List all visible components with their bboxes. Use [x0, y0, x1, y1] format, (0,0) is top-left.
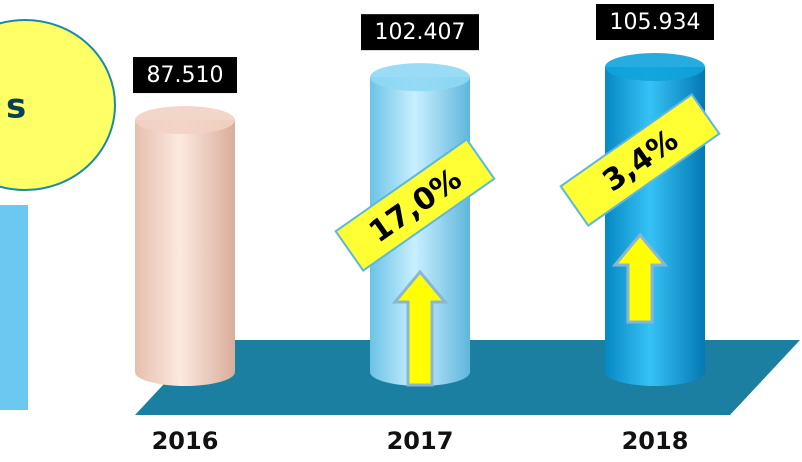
annotation-box [559, 93, 721, 227]
value-label-box [596, 4, 714, 40]
value-label: 105.934 [610, 10, 701, 35]
value-label: 87.510 [147, 63, 224, 88]
cylinder-body [135, 120, 235, 386]
arrow [391, 269, 449, 387]
cylinder-top [370, 63, 470, 92]
badge [0, 19, 116, 191]
arrow [611, 232, 669, 324]
x-tick-label: 2017 [387, 427, 454, 455]
value-label-box [133, 57, 237, 94]
annotation: 3,4% [559, 93, 721, 227]
x-tick-label: 2018 [622, 427, 689, 455]
value-label-box [361, 14, 479, 51]
badge-text: s [6, 87, 26, 127]
x-tick-label: 2016 [152, 427, 219, 455]
cylinder-top [135, 106, 235, 135]
annotation-box [334, 138, 496, 272]
value-label: 102.407 [375, 20, 466, 45]
cylinder [135, 106, 235, 386]
cylinder-top [605, 53, 705, 81]
side-panel [0, 205, 28, 410]
